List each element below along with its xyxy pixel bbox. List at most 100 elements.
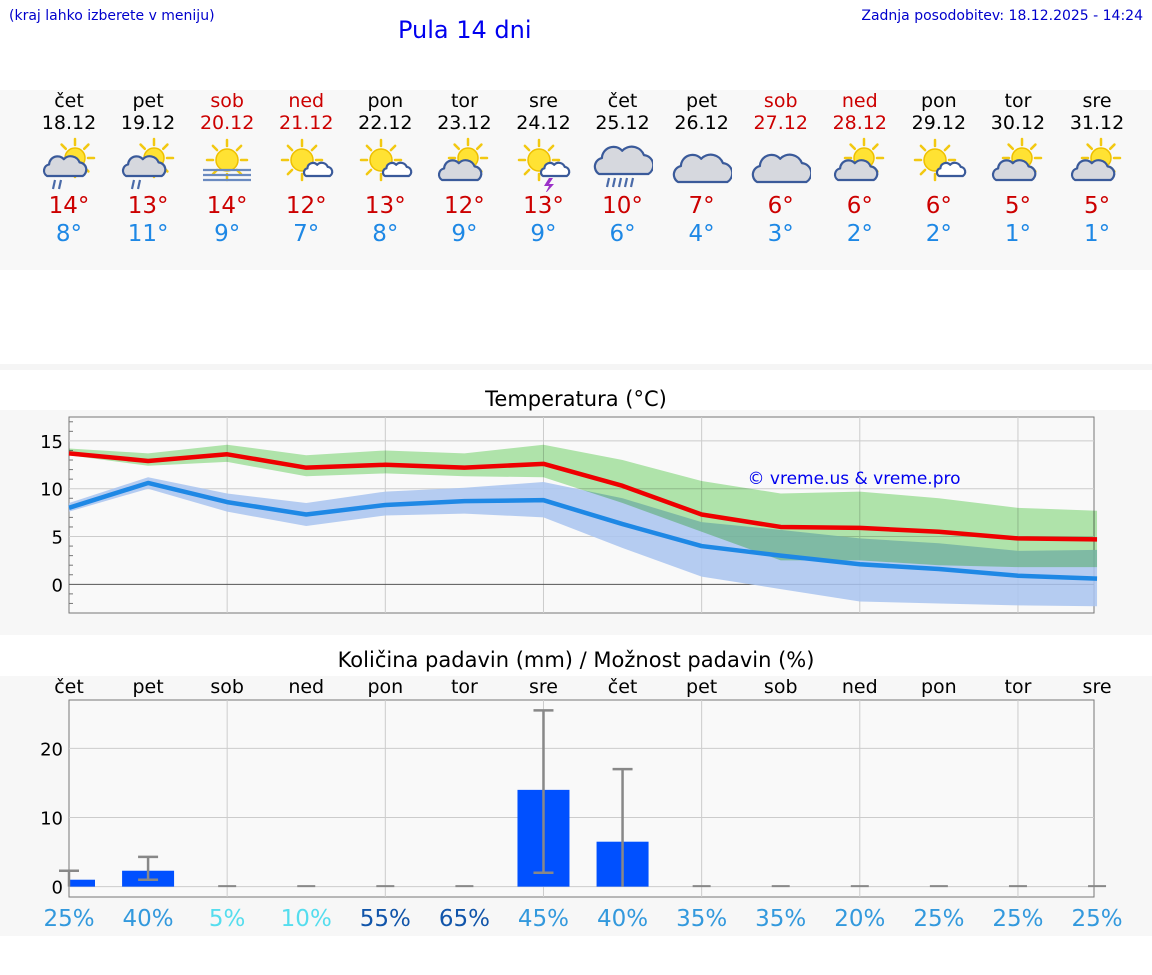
y-tick-label: 0: [52, 575, 63, 596]
precipitation-probability: 10%: [281, 906, 332, 932]
page-title: Pula 14 dni: [398, 16, 532, 44]
min-temperature: 9°: [530, 221, 557, 247]
precipitation-bar: [69, 879, 95, 887]
min-temperature: 8°: [372, 221, 399, 247]
min-temperature: 2°: [846, 221, 873, 247]
day-date: 31.12: [1069, 112, 1125, 134]
day-date: 21.12: [279, 112, 334, 134]
precipitation-probability: 35%: [755, 906, 806, 932]
last-updated: Zadnja posodobitev: 18.12.2025 - 14:24: [861, 8, 1143, 24]
min-temperature-line: [68, 480, 1098, 581]
min-temperature: 8°: [55, 221, 83, 247]
sun-thunder-icon: [518, 138, 571, 192]
sun-small-cloud-icon: [360, 138, 413, 182]
y-tick-label: 5: [52, 528, 63, 549]
day-forecast: ned 21.12 12° 7°: [266, 90, 346, 248]
min-temperature: 9°: [451, 221, 478, 247]
max-temperature: 13°: [364, 193, 406, 219]
day-date: 24.12: [516, 112, 571, 134]
day-name: čet: [54, 90, 84, 112]
day-name: sob: [210, 90, 244, 112]
day-name: ned: [841, 90, 878, 112]
precipitation-probability: 25%: [913, 906, 964, 932]
min-temperature: 2°: [925, 221, 952, 247]
x-category-label: čet: [54, 676, 84, 698]
cloud-icon: [672, 153, 732, 184]
day-forecast: ned 28.12 6° 2°: [820, 90, 900, 248]
day-forecast: sob 20.12 14° 9°: [187, 90, 267, 248]
min-temperature: 1°: [1083, 221, 1111, 247]
precipitation-probability: 25%: [1071, 906, 1122, 932]
y-tick-label: 10: [40, 480, 63, 501]
x-category-label: pon: [367, 676, 403, 698]
x-category-label: sre: [1083, 676, 1112, 698]
max-temperature: 5°: [1004, 193, 1032, 219]
max-temperature: 7°: [688, 193, 715, 219]
day-forecast: sre 24.12 13° 9°: [503, 90, 583, 248]
day-name: pon: [921, 90, 957, 112]
y-tick-label: 10: [40, 809, 63, 830]
day-date: 29.12: [911, 112, 967, 134]
max-temperature-line: [68, 451, 1098, 542]
cloud-rain-icon: [593, 145, 653, 188]
day-forecast: sre 31.12 5° 1°: [1057, 90, 1137, 248]
day-date: 27.12: [753, 112, 808, 134]
day-name: pet: [686, 90, 718, 112]
day-name: pon: [367, 90, 404, 112]
sun-cloud-icon: [991, 137, 1043, 182]
temperature-chart: 0 5 10 15 © vreme.us & vreme.pro: [40, 416, 1098, 614]
min-temperature: 1°: [1004, 221, 1032, 247]
min-temperature: 9°: [214, 221, 241, 247]
y-tick-label: 0: [52, 878, 63, 899]
day-name: tor: [450, 90, 478, 112]
precipitation-chart: 0 10 20 čet pet sob ned pon tor sre čet pet sob ned po…: [40, 676, 1123, 932]
day-forecast: tor 23.12 12° 9°: [424, 90, 504, 248]
temperature-chart-title: Temperatura (°C): [485, 387, 667, 411]
day-forecast: čet 18.12 14° 8°: [29, 90, 109, 248]
precipitation-probability: 5%: [209, 906, 246, 932]
section-divider: [0, 364, 1152, 370]
max-temperature: 13°: [127, 193, 169, 219]
day-name: sre: [1082, 90, 1112, 112]
precipitation-probability: 45%: [518, 906, 569, 932]
max-temperature: 14°: [48, 193, 90, 219]
max-temperature: 5°: [1083, 193, 1111, 219]
precipitation-probability: 40%: [123, 906, 174, 932]
day-date: 23.12: [437, 112, 492, 134]
precipitation-probability: 25%: [43, 906, 94, 932]
precipitation-chart-title: Količina padavin (mm) / Možnost padavin …: [337, 648, 815, 672]
min-temperature: 6°: [609, 221, 636, 247]
day-name: pet: [132, 90, 164, 112]
x-category-label: tor: [1005, 676, 1032, 698]
x-category-label: sre: [529, 676, 558, 698]
sun-small-cloud-icon: [280, 138, 334, 182]
y-tick-label: 15: [40, 432, 63, 453]
day-date: 30.12: [990, 112, 1046, 134]
day-forecast: pet 19.12 13° 11°: [108, 90, 188, 248]
max-temperature: 14°: [206, 193, 248, 219]
sun-cloud-icon: [438, 137, 489, 182]
day-forecast: tor 30.12 5° 1°: [978, 90, 1058, 248]
day-name: sob: [763, 90, 798, 112]
max-temperature: 12°: [285, 193, 327, 219]
day-name: tor: [1004, 90, 1032, 112]
day-forecast: pon 22.12 13° 8°: [345, 90, 425, 248]
min-temperature: 11°: [127, 221, 169, 247]
day-date: 19.12: [120, 112, 176, 134]
day-date: 22.12: [358, 112, 413, 134]
min-temperature-range-band: [69, 477, 1098, 607]
day-forecast: pet 26.12 7° 4°: [662, 90, 742, 248]
min-temperature: 7°: [293, 221, 320, 247]
max-temperature: 12°: [444, 193, 485, 219]
precipitation-probability: 40%: [597, 906, 648, 932]
forecast-strip-background: [0, 90, 1152, 270]
min-temperature: 3°: [767, 221, 794, 247]
day-date: 25.12: [595, 112, 650, 134]
x-category-label: sob: [210, 676, 244, 698]
watermark: © vreme.us & vreme.pro: [747, 469, 960, 489]
day-forecast: čet 25.12 10° 6°: [583, 90, 663, 248]
sun-fog-icon: [203, 138, 252, 182]
sun-small-cloud-icon: [913, 138, 967, 182]
y-tick-label: 20: [40, 739, 63, 760]
precipitation-probability: 25%: [992, 906, 1043, 932]
